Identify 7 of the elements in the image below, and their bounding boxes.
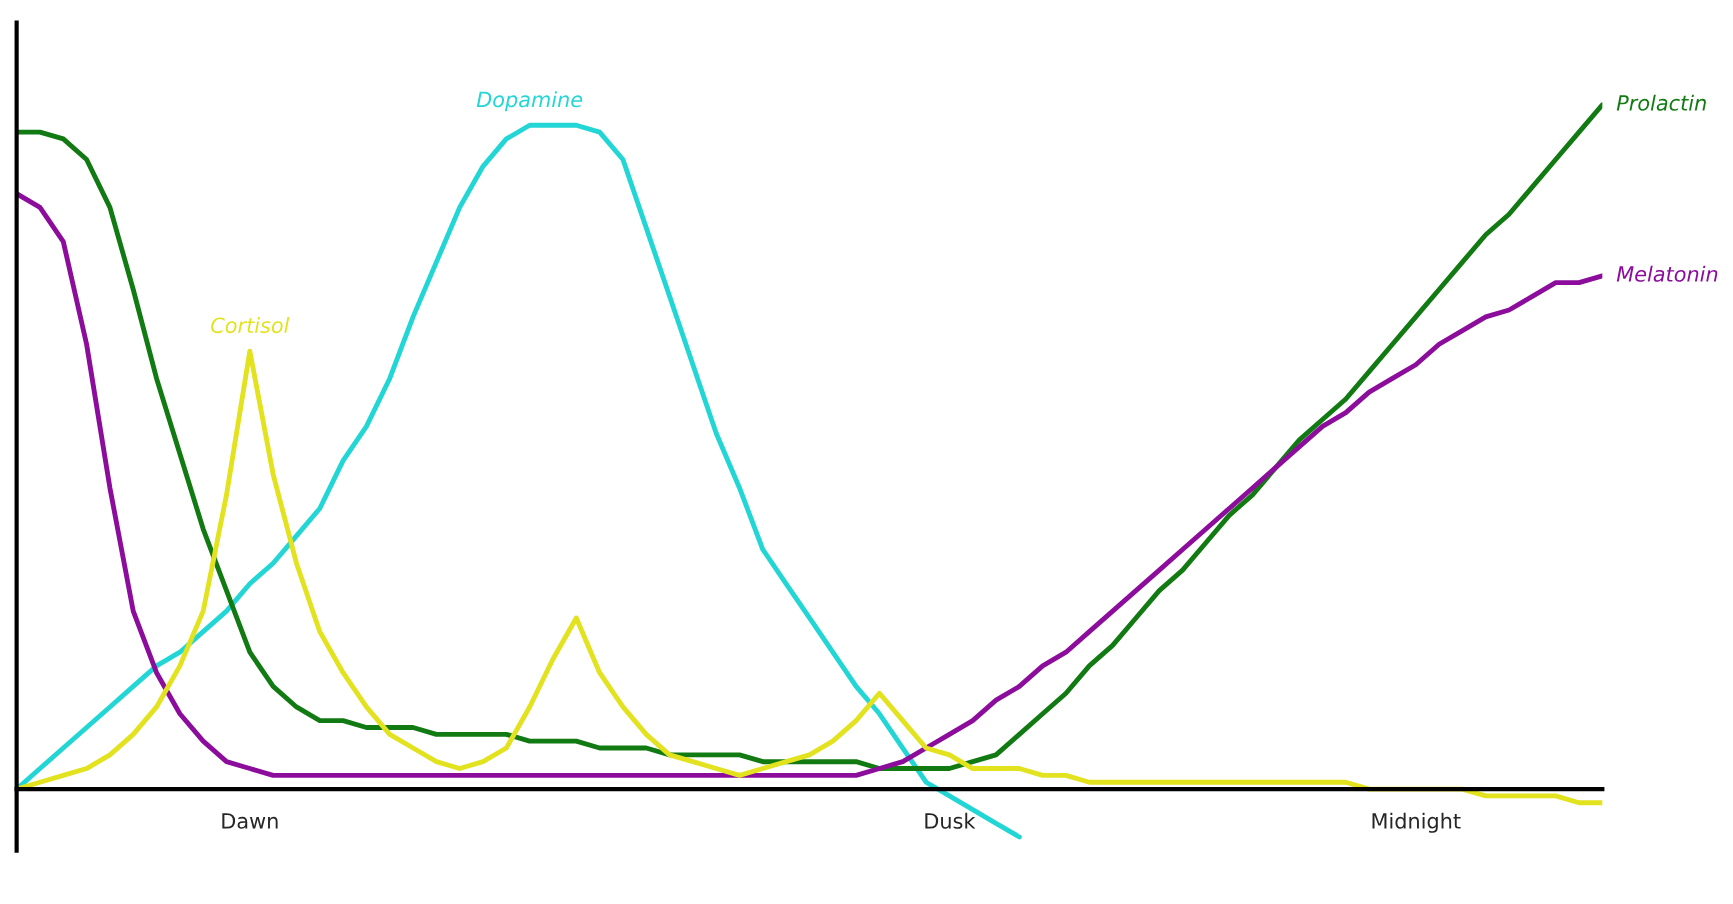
series-label: Cortisol (211, 317, 290, 334)
x-tick-label: Midnight (1372, 812, 1461, 833)
series-label: Dopamine (476, 91, 583, 112)
series-label: Prolactin (1616, 94, 1706, 111)
series-label: Melatonin (1616, 265, 1718, 282)
x-tick-label: Dusk (925, 812, 976, 829)
x-tick-label: Dawn (222, 813, 278, 829)
